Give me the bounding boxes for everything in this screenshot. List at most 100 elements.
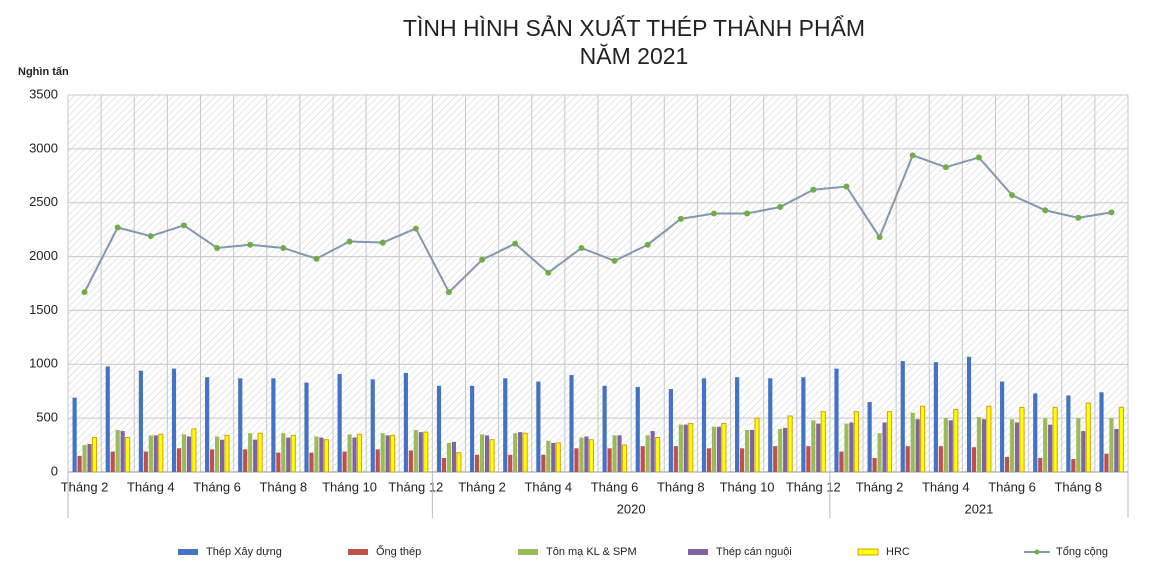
bar xyxy=(744,429,750,472)
line-marker xyxy=(247,241,254,248)
bar xyxy=(446,442,452,472)
line-marker xyxy=(942,164,949,171)
legend-swatch xyxy=(348,549,368,555)
bar xyxy=(148,435,153,472)
bar xyxy=(976,417,982,472)
bar xyxy=(314,436,319,472)
y-tick-label: 2000 xyxy=(29,248,58,263)
bar xyxy=(617,435,622,472)
bar xyxy=(849,422,854,472)
bar xyxy=(910,412,915,472)
line-marker xyxy=(412,225,419,232)
bar xyxy=(773,446,778,472)
x-tick-label: Tháng 12 xyxy=(786,479,841,494)
y-tick-label: 500 xyxy=(36,410,58,425)
x-tick-label: Tháng 10 xyxy=(720,479,775,494)
bar xyxy=(768,378,773,472)
bar xyxy=(153,435,158,472)
line-marker xyxy=(744,210,751,217)
bar xyxy=(574,448,579,472)
bar xyxy=(342,451,347,472)
bar xyxy=(522,432,528,473)
legend-swatch xyxy=(518,549,538,555)
bar xyxy=(621,444,628,473)
bar xyxy=(839,451,844,472)
chart-title: TÌNH HÌNH SẢN XUẤT THÉP THÀNH PHẨM xyxy=(403,13,865,41)
bar xyxy=(375,449,380,472)
bar xyxy=(1104,453,1109,472)
bar xyxy=(214,436,220,472)
bar xyxy=(882,422,887,472)
line-marker xyxy=(379,239,386,246)
bar xyxy=(1033,393,1038,472)
bar xyxy=(253,439,258,472)
line-marker xyxy=(1009,192,1016,199)
bar xyxy=(872,457,877,472)
bar xyxy=(337,373,342,472)
line-marker xyxy=(280,244,287,251)
bar xyxy=(181,434,187,472)
bar xyxy=(938,446,943,472)
x-tick-label: Tháng 4 xyxy=(922,479,970,494)
bar xyxy=(87,443,92,472)
bar xyxy=(867,401,872,472)
bar xyxy=(877,433,882,472)
bar xyxy=(281,433,286,472)
bar xyxy=(309,452,314,472)
line-marker xyxy=(1075,214,1082,221)
line-marker xyxy=(214,244,221,251)
bar xyxy=(801,377,806,472)
bar xyxy=(1019,406,1025,473)
bar xyxy=(290,434,296,473)
legend-label: Thép Xây dựng xyxy=(206,546,282,558)
x-tick-label: Tháng 4 xyxy=(127,479,175,494)
legend-swatch xyxy=(688,549,708,555)
bar xyxy=(91,437,98,473)
bar xyxy=(721,423,727,473)
bar xyxy=(716,426,721,472)
bar xyxy=(1118,406,1124,473)
bar xyxy=(1099,392,1104,472)
bar xyxy=(1071,459,1076,472)
line-marker xyxy=(843,183,850,190)
x-tick-label: Tháng 8 xyxy=(1054,479,1102,494)
bar xyxy=(503,378,508,472)
bar xyxy=(588,439,594,473)
bar xyxy=(546,440,551,472)
bar xyxy=(536,381,541,472)
bar xyxy=(844,423,849,472)
y-tick-label: 3500 xyxy=(29,86,58,101)
bar xyxy=(518,432,523,472)
bar xyxy=(711,426,717,472)
bar xyxy=(370,379,375,472)
bar xyxy=(740,448,745,472)
bar xyxy=(276,452,281,472)
line-marker xyxy=(346,238,353,245)
bar xyxy=(1043,418,1048,472)
line-marker xyxy=(445,289,452,296)
bar xyxy=(541,454,546,472)
legend-label: Thép cán nguội xyxy=(716,546,792,558)
bar xyxy=(811,420,816,472)
bar xyxy=(1000,381,1005,472)
bar xyxy=(579,437,584,472)
bar xyxy=(77,455,82,472)
line-marker xyxy=(313,255,320,262)
bar xyxy=(304,382,309,472)
line-marker xyxy=(876,234,883,241)
line-marker xyxy=(512,240,519,247)
bar xyxy=(489,439,495,473)
line-marker xyxy=(611,257,618,264)
bar xyxy=(1048,424,1053,472)
legend-label: HRC xyxy=(886,546,910,558)
bar xyxy=(612,435,617,472)
bar xyxy=(787,415,793,473)
bar xyxy=(678,424,683,472)
bar xyxy=(1085,402,1091,473)
bar xyxy=(900,361,905,472)
bar xyxy=(673,446,678,472)
bar xyxy=(783,427,788,472)
x-tick-label: Tháng 8 xyxy=(657,479,705,494)
bar xyxy=(735,377,740,472)
bar xyxy=(834,368,839,472)
